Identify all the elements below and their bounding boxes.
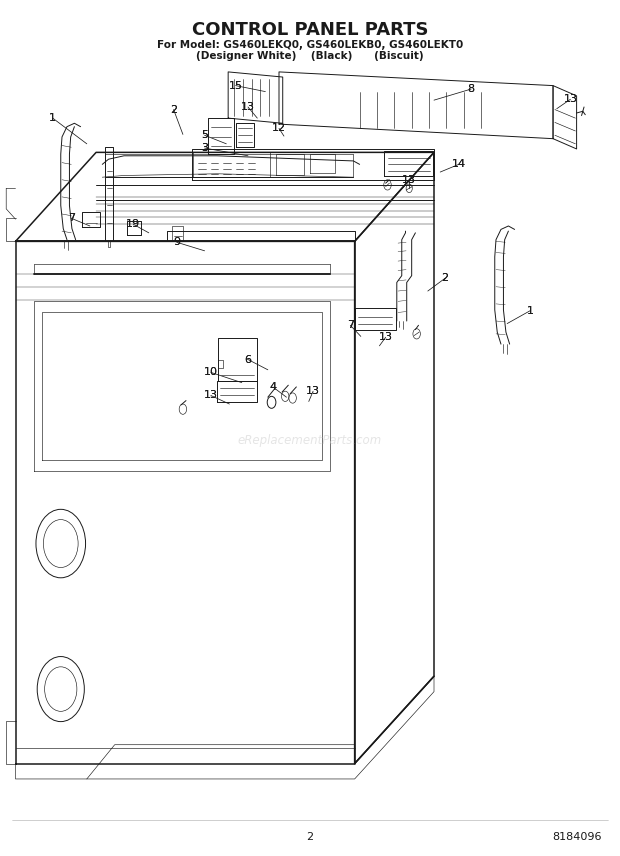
Text: 13: 13 <box>564 94 577 104</box>
Text: 5: 5 <box>201 130 208 140</box>
Text: 13: 13 <box>564 94 577 104</box>
Text: 9: 9 <box>173 237 180 247</box>
Text: 13: 13 <box>241 102 255 112</box>
Text: 6: 6 <box>244 354 252 365</box>
Text: 19: 19 <box>126 219 140 229</box>
Text: 13: 13 <box>204 390 218 401</box>
Text: 10: 10 <box>204 367 218 377</box>
Text: 2: 2 <box>306 832 314 842</box>
Text: 1: 1 <box>49 113 56 123</box>
Text: 2: 2 <box>441 273 449 283</box>
Text: 13: 13 <box>379 332 392 342</box>
Text: 15: 15 <box>229 80 242 91</box>
Text: 4: 4 <box>269 382 277 392</box>
Text: 10: 10 <box>204 367 218 377</box>
Text: 7: 7 <box>347 320 354 330</box>
Text: 15: 15 <box>229 80 242 91</box>
Text: 9: 9 <box>173 237 180 247</box>
Text: 8184096: 8184096 <box>552 832 601 842</box>
Text: 2: 2 <box>170 104 177 115</box>
Text: 12: 12 <box>272 123 286 134</box>
Text: 6: 6 <box>244 354 252 365</box>
Text: 13: 13 <box>402 175 416 185</box>
Text: 3: 3 <box>201 143 208 153</box>
Text: 14: 14 <box>452 159 466 169</box>
Text: 1: 1 <box>526 306 534 316</box>
Text: 13: 13 <box>306 386 320 396</box>
Text: 4: 4 <box>269 382 277 392</box>
Text: 8: 8 <box>467 84 475 94</box>
Text: 13: 13 <box>402 175 416 185</box>
Text: 14: 14 <box>452 159 466 169</box>
Text: 13: 13 <box>379 332 392 342</box>
Text: 13: 13 <box>204 390 218 401</box>
Text: 8: 8 <box>467 84 475 94</box>
Text: eReplacementParts.com: eReplacementParts.com <box>238 434 382 448</box>
Text: 1: 1 <box>49 113 56 123</box>
Text: 19: 19 <box>126 219 140 229</box>
Text: 7: 7 <box>68 213 75 223</box>
Text: (Designer White)    (Black)      (Biscuit): (Designer White) (Black) (Biscuit) <box>196 51 424 62</box>
Text: 13: 13 <box>241 102 255 112</box>
Text: 7: 7 <box>347 320 354 330</box>
Text: 3: 3 <box>201 143 208 153</box>
Text: 12: 12 <box>272 123 286 134</box>
Text: 2: 2 <box>441 273 449 283</box>
Text: 5: 5 <box>201 130 208 140</box>
Text: 1: 1 <box>526 306 534 316</box>
Text: For Model: GS460LEKQ0, GS460LEKB0, GS460LEKT0: For Model: GS460LEKQ0, GS460LEKB0, GS460… <box>157 39 463 50</box>
Text: CONTROL PANEL PARTS: CONTROL PANEL PARTS <box>192 21 428 39</box>
Text: 2: 2 <box>170 104 177 115</box>
Text: 13: 13 <box>306 386 320 396</box>
Text: 7: 7 <box>68 213 75 223</box>
